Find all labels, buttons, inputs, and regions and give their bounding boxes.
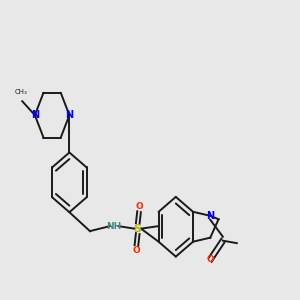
Text: N: N	[206, 211, 214, 221]
Text: N: N	[65, 110, 74, 120]
Text: N: N	[31, 110, 39, 120]
Text: NH: NH	[106, 222, 122, 231]
Text: CH₃: CH₃	[14, 89, 27, 95]
Text: S: S	[134, 224, 142, 234]
Text: O: O	[133, 246, 140, 255]
Text: O: O	[135, 202, 143, 211]
Text: O: O	[206, 255, 214, 264]
